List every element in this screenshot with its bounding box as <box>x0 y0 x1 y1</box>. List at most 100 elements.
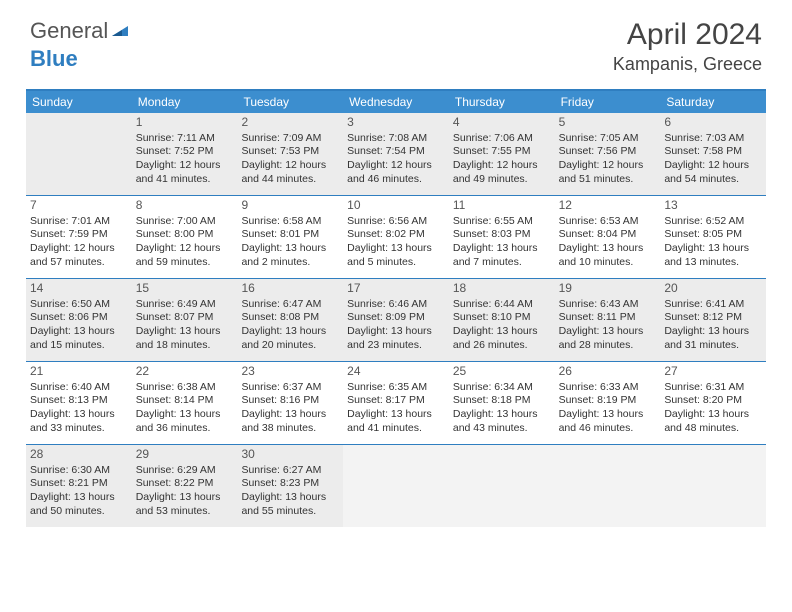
day-header: Tuesday <box>237 91 343 113</box>
cell-line: Daylight: 13 hours <box>347 242 445 256</box>
cell-line: Daylight: 13 hours <box>559 325 657 339</box>
cell-line: Sunset: 8:06 PM <box>30 311 128 325</box>
day-number: 14 <box>30 281 128 297</box>
cell-line: Sunrise: 6:35 AM <box>347 381 445 395</box>
cell-line: Daylight: 12 hours <box>559 159 657 173</box>
day-number: 2 <box>241 115 339 131</box>
cell-line: Sunrise: 6:43 AM <box>559 298 657 312</box>
cell-line: and 44 minutes. <box>241 173 339 187</box>
cell-line: Sunset: 8:18 PM <box>453 394 551 408</box>
cell-line: Sunset: 8:16 PM <box>241 394 339 408</box>
cell-line: Daylight: 13 hours <box>241 491 339 505</box>
calendar-cell: 9Sunrise: 6:58 AMSunset: 8:01 PMDaylight… <box>237 196 343 278</box>
cell-line: Sunset: 7:59 PM <box>30 228 128 242</box>
cell-line: Daylight: 12 hours <box>664 159 762 173</box>
cell-line: Daylight: 13 hours <box>453 242 551 256</box>
location-label: Kampanis, Greece <box>613 54 762 75</box>
calendar-cell: 24Sunrise: 6:35 AMSunset: 8:17 PMDayligh… <box>343 362 449 444</box>
calendar-cell: 17Sunrise: 6:46 AMSunset: 8:09 PMDayligh… <box>343 279 449 361</box>
cell-line: Daylight: 13 hours <box>30 325 128 339</box>
day-number: 20 <box>664 281 762 297</box>
calendar-week: 14Sunrise: 6:50 AMSunset: 8:06 PMDayligh… <box>26 279 766 362</box>
day-header: Monday <box>132 91 238 113</box>
brand-logo: General <box>30 18 136 44</box>
day-header: Friday <box>555 91 661 113</box>
calendar-cell <box>343 445 449 527</box>
cell-line: Sunrise: 6:50 AM <box>30 298 128 312</box>
calendar-cell: 20Sunrise: 6:41 AMSunset: 8:12 PMDayligh… <box>660 279 766 361</box>
calendar-cell: 23Sunrise: 6:37 AMSunset: 8:16 PMDayligh… <box>237 362 343 444</box>
calendar-cell: 21Sunrise: 6:40 AMSunset: 8:13 PMDayligh… <box>26 362 132 444</box>
cell-line: Sunrise: 6:56 AM <box>347 215 445 229</box>
cell-line: and 53 minutes. <box>136 505 234 519</box>
calendar-cell: 29Sunrise: 6:29 AMSunset: 8:22 PMDayligh… <box>132 445 238 527</box>
day-number: 9 <box>241 198 339 214</box>
cell-line: Sunrise: 7:09 AM <box>241 132 339 146</box>
cell-line: Sunset: 8:13 PM <box>30 394 128 408</box>
cell-line: Daylight: 13 hours <box>347 408 445 422</box>
cell-line: Sunrise: 7:05 AM <box>559 132 657 146</box>
cell-line: and 38 minutes. <box>241 422 339 436</box>
cell-line: and 49 minutes. <box>453 173 551 187</box>
cell-line: and 41 minutes. <box>136 173 234 187</box>
day-number: 29 <box>136 447 234 463</box>
cell-line: Sunrise: 6:37 AM <box>241 381 339 395</box>
cell-line: Sunset: 8:03 PM <box>453 228 551 242</box>
calendar-cell: 30Sunrise: 6:27 AMSunset: 8:23 PMDayligh… <box>237 445 343 527</box>
cell-line: Sunset: 8:23 PM <box>241 477 339 491</box>
day-number: 6 <box>664 115 762 131</box>
cell-line: Daylight: 12 hours <box>241 159 339 173</box>
calendar-cell: 12Sunrise: 6:53 AMSunset: 8:04 PMDayligh… <box>555 196 661 278</box>
cell-line: Sunset: 7:56 PM <box>559 145 657 159</box>
cell-line: and 36 minutes. <box>136 422 234 436</box>
calendar-cell: 11Sunrise: 6:55 AMSunset: 8:03 PMDayligh… <box>449 196 555 278</box>
cell-line: Sunrise: 6:27 AM <box>241 464 339 478</box>
day-number: 15 <box>136 281 234 297</box>
cell-line: Sunrise: 6:34 AM <box>453 381 551 395</box>
calendar-cell: 18Sunrise: 6:44 AMSunset: 8:10 PMDayligh… <box>449 279 555 361</box>
cell-line: Sunrise: 7:03 AM <box>664 132 762 146</box>
cell-line: Daylight: 13 hours <box>347 325 445 339</box>
cell-line: Sunrise: 7:01 AM <box>30 215 128 229</box>
day-number: 26 <box>559 364 657 380</box>
cell-line: Sunset: 7:54 PM <box>347 145 445 159</box>
cell-line: Daylight: 13 hours <box>453 325 551 339</box>
calendar-cell: 6Sunrise: 7:03 AMSunset: 7:58 PMDaylight… <box>660 113 766 195</box>
cell-line: Sunrise: 7:00 AM <box>136 215 234 229</box>
day-number: 27 <box>664 364 762 380</box>
calendar-week: 7Sunrise: 7:01 AMSunset: 7:59 PMDaylight… <box>26 196 766 279</box>
month-title: April 2024 <box>613 18 762 52</box>
cell-line: Sunset: 8:10 PM <box>453 311 551 325</box>
cell-line: Daylight: 12 hours <box>30 242 128 256</box>
day-number: 13 <box>664 198 762 214</box>
day-number: 23 <box>241 364 339 380</box>
cell-line: Sunset: 8:11 PM <box>559 311 657 325</box>
cell-line: and 48 minutes. <box>664 422 762 436</box>
cell-line: Sunrise: 7:11 AM <box>136 132 234 146</box>
calendar-cell: 8Sunrise: 7:00 AMSunset: 8:00 PMDaylight… <box>132 196 238 278</box>
calendar-cell: 4Sunrise: 7:06 AMSunset: 7:55 PMDaylight… <box>449 113 555 195</box>
day-number: 11 <box>453 198 551 214</box>
cell-line: and 55 minutes. <box>241 505 339 519</box>
day-header: Saturday <box>660 91 766 113</box>
calendar-cell: 22Sunrise: 6:38 AMSunset: 8:14 PMDayligh… <box>132 362 238 444</box>
cell-line: Sunset: 8:04 PM <box>559 228 657 242</box>
cell-line: Sunrise: 6:41 AM <box>664 298 762 312</box>
cell-line: and 46 minutes. <box>347 173 445 187</box>
day-number: 10 <box>347 198 445 214</box>
cell-line: Daylight: 13 hours <box>453 408 551 422</box>
cell-line: Sunset: 7:52 PM <box>136 145 234 159</box>
cell-line: Sunrise: 6:30 AM <box>30 464 128 478</box>
calendar-cell: 19Sunrise: 6:43 AMSunset: 8:11 PMDayligh… <box>555 279 661 361</box>
cell-line: Daylight: 12 hours <box>136 242 234 256</box>
cell-line: Sunset: 8:05 PM <box>664 228 762 242</box>
day-header: Thursday <box>449 91 555 113</box>
cell-line: Sunrise: 6:40 AM <box>30 381 128 395</box>
calendar-cell: 25Sunrise: 6:34 AMSunset: 8:18 PMDayligh… <box>449 362 555 444</box>
cell-line: Sunset: 8:19 PM <box>559 394 657 408</box>
calendar-cell: 7Sunrise: 7:01 AMSunset: 7:59 PMDaylight… <box>26 196 132 278</box>
day-number: 7 <box>30 198 128 214</box>
calendar-cell: 5Sunrise: 7:05 AMSunset: 7:56 PMDaylight… <box>555 113 661 195</box>
cell-line: and 26 minutes. <box>453 339 551 353</box>
cell-line: Daylight: 13 hours <box>136 325 234 339</box>
